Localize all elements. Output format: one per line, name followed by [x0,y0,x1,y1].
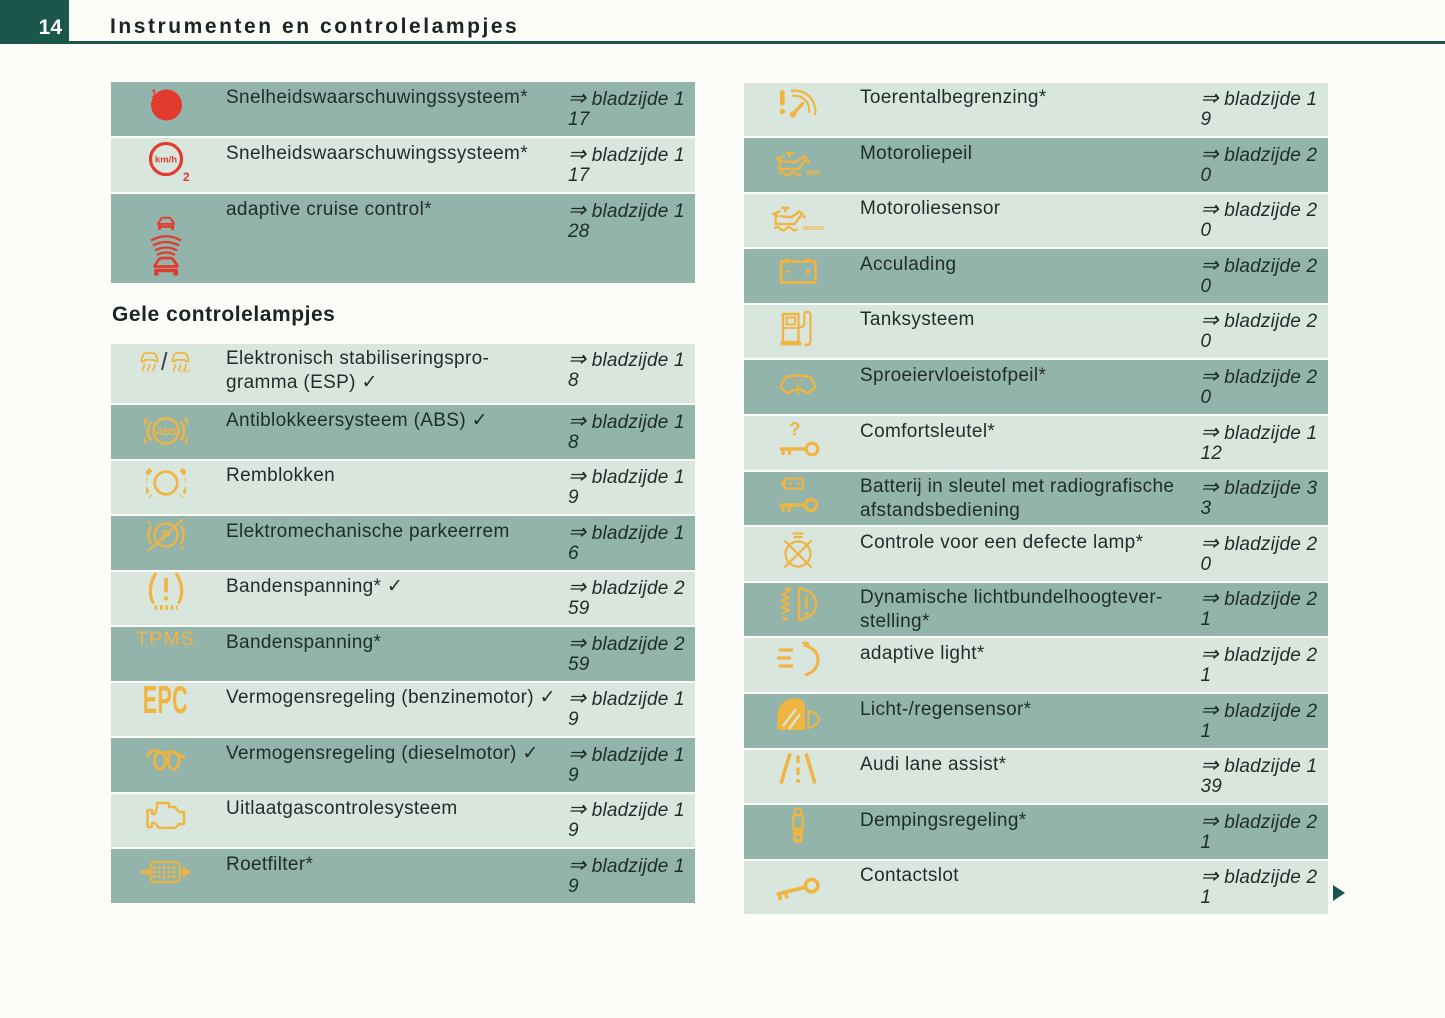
svg-text:P: P [161,528,170,543]
svg-text:2: 2 [183,170,190,183]
svg-text:SENSOR: SENSOR [802,227,823,233]
svg-text:?: ? [789,420,801,441]
svg-text:1: 1 [151,88,157,100]
svg-text:OFF: OFF [180,369,190,374]
svg-text:MIN: MIN [806,168,819,177]
svg-text:km/h: km/h [154,155,176,166]
svg-text:ABS: ABS [155,426,176,438]
